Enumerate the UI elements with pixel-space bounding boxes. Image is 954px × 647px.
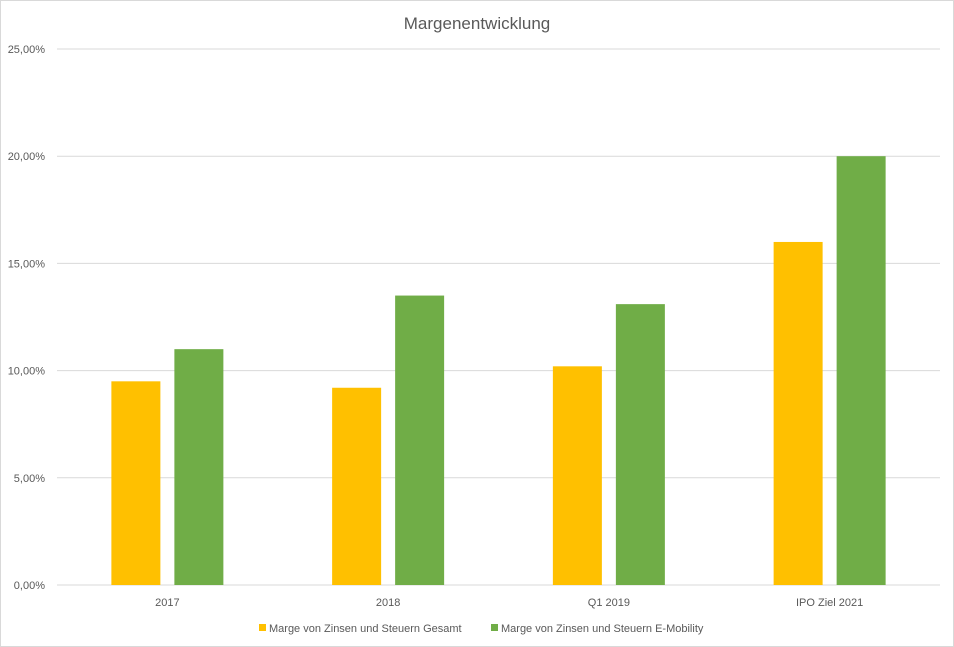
bar-1-1 xyxy=(395,295,445,585)
legend-swatch xyxy=(491,624,498,631)
y-tick-label: 25,00% xyxy=(8,44,46,56)
legend-label: Marge von Zinsen und Steuern Gesamt xyxy=(269,623,462,635)
legend-swatch xyxy=(259,624,266,631)
x-tick-label: 2018 xyxy=(376,597,400,609)
legend-label: Marge von Zinsen und Steuern E-Mobility xyxy=(501,623,704,635)
x-tick-label: 2017 xyxy=(155,597,179,609)
y-tick-label: 5,00% xyxy=(14,473,45,485)
bar-1-0 xyxy=(332,387,382,585)
y-tick-label: 10,00% xyxy=(8,366,46,378)
bar-0-0 xyxy=(111,381,161,585)
x-tick-label: Q1 2019 xyxy=(588,597,630,609)
chart-title: Margenentwicklung xyxy=(404,14,550,33)
x-tick-label: IPO Ziel 2021 xyxy=(796,597,863,609)
bar-2-0 xyxy=(552,366,602,585)
y-axis-ticks: 0,00% 5,00% 10,00% 15,00% 20,00% 25,00% xyxy=(8,44,46,592)
bar-3-0 xyxy=(773,241,823,585)
bar-3-1 xyxy=(836,156,886,585)
y-tick-label: 20,00% xyxy=(8,151,46,163)
y-tick-label: 15,00% xyxy=(8,258,46,270)
bars xyxy=(111,156,886,585)
legend: Marge von Zinsen und Steuern Gesamt Marge… xyxy=(259,623,704,635)
x-axis-ticks: 2017 2018 Q1 2019 IPO Ziel 2021 xyxy=(155,597,863,609)
bar-2-1 xyxy=(615,304,665,585)
y-tick-label: 0,00% xyxy=(14,580,45,592)
bar-0-1 xyxy=(174,349,224,585)
